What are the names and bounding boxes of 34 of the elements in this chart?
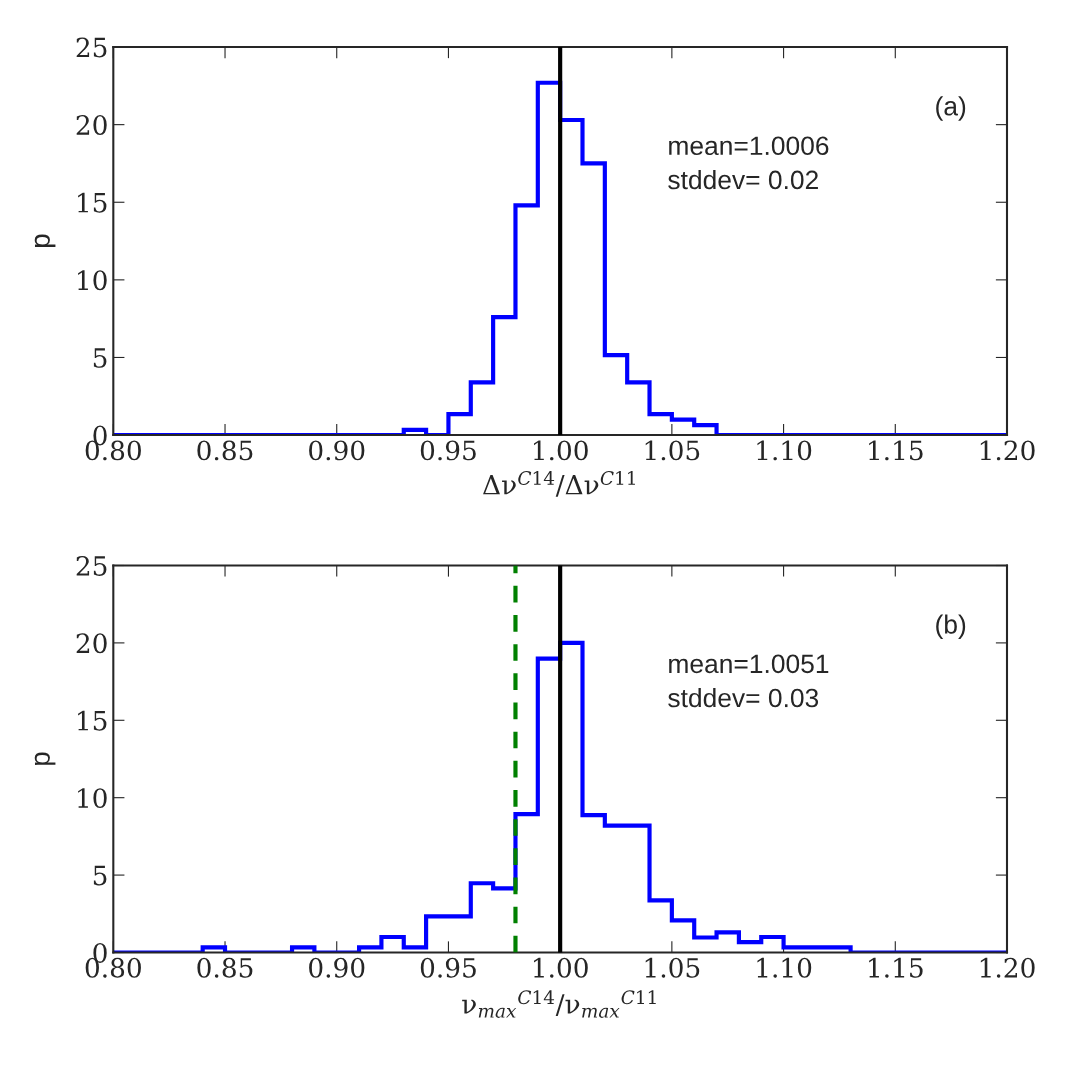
y-tick-label: 15	[78, 710, 107, 731]
x-tick-label: 0.85	[197, 440, 253, 461]
y-tick-label: 10	[78, 270, 107, 291]
y-axis-title: p	[34, 234, 56, 247]
x-tick-label: 0.90	[309, 440, 365, 461]
y-tick-label: 20	[76, 115, 107, 136]
y-tick-label: 20	[76, 633, 107, 654]
x-tick-label: 1.10	[757, 440, 812, 461]
x-tick-label: 1.00	[534, 440, 588, 461]
y-tick-label: 25	[76, 555, 107, 576]
x-tick-label: 1.15	[869, 440, 923, 461]
y-tick-label: 25	[76, 37, 107, 58]
x-tick-label: 1.20	[980, 440, 1035, 461]
x-tick-label: 1.05	[645, 440, 700, 461]
y-tick-label: 15	[78, 192, 107, 213]
y-tick-label: 5	[93, 865, 107, 886]
annotation: mean=1.0051 stddev= 0.03	[668, 654, 829, 708]
x-axis-title: ν$_{max}$$^{C14}$/ν$_{max}$$^{C11}$	[462, 990, 656, 1018]
y-axis-title: p	[34, 752, 56, 765]
y-tick-label: 5	[93, 348, 107, 368]
x-tick-label: 1.00	[534, 957, 588, 978]
annotation: mean=1.0006 stddev= 0.02	[668, 136, 829, 190]
annotation: (a)	[936, 96, 966, 121]
x-tick-label: 0.85	[197, 957, 253, 978]
x-axis-title: Δν$^{C14}$/Δν$^{C11}$	[483, 470, 635, 497]
x-tick-label: 1.05	[645, 957, 700, 978]
annotation: (b)	[936, 614, 966, 640]
y-tick-label: 10	[78, 788, 107, 809]
x-tick-label: 0.90	[309, 957, 365, 978]
x-tick-label: 0.95	[420, 440, 476, 461]
x-tick-label: 1.15	[869, 957, 923, 978]
x-tick-label: 1.20	[980, 957, 1035, 978]
x-tick-label: 1.10	[757, 957, 812, 978]
x-tick-label: 0.95	[420, 957, 476, 978]
